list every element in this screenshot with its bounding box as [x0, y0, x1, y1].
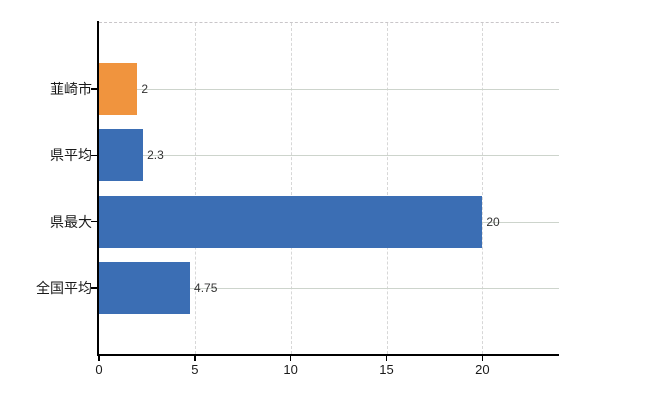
bar — [99, 63, 138, 116]
y-axis-tick — [91, 287, 97, 289]
x-axis-tick — [481, 356, 484, 361]
bar-value-label: 2 — [141, 82, 149, 97]
x-tick-label: 20 — [475, 362, 490, 377]
horizontal-gridline — [99, 155, 559, 157]
category-label: 県最大 — [50, 213, 92, 230]
bar-value-label: 2.3 — [147, 148, 164, 163]
horizontal-gridline — [99, 89, 559, 91]
y-axis-tick — [91, 220, 97, 223]
x-axis-tick — [194, 356, 196, 361]
category-label: 県平均 — [50, 147, 92, 164]
plot-top-border — [99, 22, 559, 23]
bar-value-label: 20 — [486, 214, 500, 229]
x-axis-tick — [98, 356, 100, 361]
bar — [99, 195, 483, 248]
vertical-gridline — [290, 23, 292, 354]
x-axis-tick — [289, 356, 292, 361]
horizontal-gridline — [99, 287, 559, 289]
vertical-gridline — [482, 23, 484, 354]
x-tick-label: 15 — [379, 362, 394, 377]
x-tick-label: 10 — [283, 362, 298, 377]
vertical-gridline — [386, 23, 388, 354]
x-tick-label: 0 — [95, 362, 103, 377]
y-axis-tick — [91, 154, 97, 157]
vertical-gridline — [194, 23, 196, 354]
y-axis-line — [97, 21, 99, 354]
category-label: 全国平均 — [36, 279, 92, 296]
bar-value-label: 4.75 — [194, 280, 218, 295]
y-axis-tick — [91, 88, 97, 90]
x-tick-label: 5 — [191, 362, 199, 377]
x-axis-tick — [385, 356, 388, 361]
bar — [99, 261, 191, 314]
bar — [99, 129, 144, 182]
x-axis-line — [97, 354, 559, 356]
category-label: 韮崎市 — [50, 81, 92, 98]
